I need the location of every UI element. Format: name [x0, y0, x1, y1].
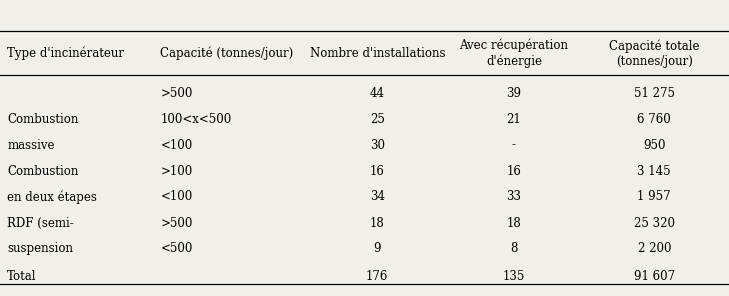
Text: >100: >100 — [160, 165, 192, 178]
Text: 91 607: 91 607 — [634, 270, 675, 283]
Text: 1 957: 1 957 — [637, 190, 671, 203]
Text: 135: 135 — [503, 270, 525, 283]
Text: 3 145: 3 145 — [637, 165, 671, 178]
Text: Type d'incinérateur: Type d'incinérateur — [7, 46, 124, 60]
Text: 25 320: 25 320 — [634, 217, 675, 230]
Text: RDF (semi-: RDF (semi- — [7, 217, 74, 230]
Text: 16: 16 — [507, 165, 521, 178]
Text: 34: 34 — [370, 190, 385, 203]
Text: Total: Total — [7, 270, 36, 283]
Text: Capacité totale
(tonnes/jour): Capacité totale (tonnes/jour) — [609, 39, 700, 67]
Text: >500: >500 — [160, 87, 192, 100]
Text: 950: 950 — [643, 139, 666, 152]
Text: <100: <100 — [160, 190, 192, 203]
Text: 100<x<500: 100<x<500 — [160, 113, 232, 126]
Text: 39: 39 — [507, 87, 521, 100]
Text: massive: massive — [7, 139, 55, 152]
Text: Avec récupération
d'énergie: Avec récupération d'énergie — [459, 39, 569, 68]
Text: -: - — [512, 139, 516, 152]
Text: <500: <500 — [160, 242, 192, 255]
Text: 21: 21 — [507, 113, 521, 126]
Text: <100: <100 — [160, 139, 192, 152]
Text: 33: 33 — [507, 190, 521, 203]
Text: 2 200: 2 200 — [638, 242, 671, 255]
Text: 25: 25 — [370, 113, 385, 126]
Text: Combustion: Combustion — [7, 165, 79, 178]
Text: 16: 16 — [370, 165, 385, 178]
Text: 30: 30 — [370, 139, 385, 152]
Text: 18: 18 — [370, 217, 385, 230]
Text: suspension: suspension — [7, 242, 74, 255]
Text: 18: 18 — [507, 217, 521, 230]
Text: 6 760: 6 760 — [637, 113, 671, 126]
Text: 8: 8 — [510, 242, 518, 255]
Text: Combustion: Combustion — [7, 113, 79, 126]
Text: 176: 176 — [366, 270, 389, 283]
Text: 51 275: 51 275 — [634, 87, 675, 100]
Text: >500: >500 — [160, 217, 192, 230]
Text: 9: 9 — [373, 242, 381, 255]
Text: 44: 44 — [370, 87, 385, 100]
Text: en deux étapes: en deux étapes — [7, 190, 97, 204]
Text: Nombre d'installations: Nombre d'installations — [310, 47, 445, 60]
Text: Capacité (tonnes/jour): Capacité (tonnes/jour) — [160, 46, 294, 60]
